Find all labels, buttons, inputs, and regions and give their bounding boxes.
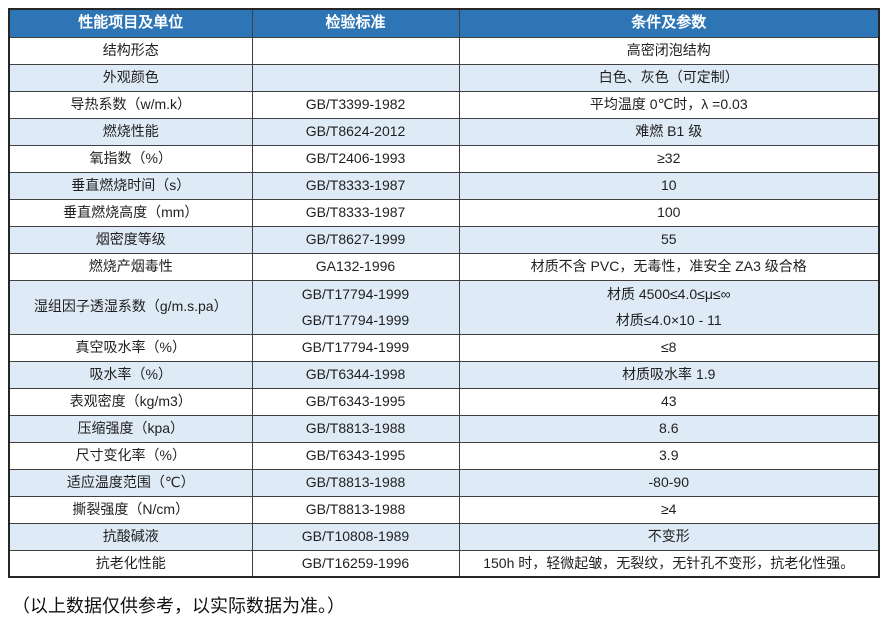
table-row: 真空吸水率（%） GB/T17794-1999 ≤8	[8, 333, 880, 362]
value-cell: 3.9	[458, 441, 880, 470]
standard-cell: GB/T3399-1982	[251, 90, 460, 119]
row-label-cell: 适应温度范围（℃）	[8, 468, 253, 497]
table-row: 撕裂强度（N/cm） GB/T8813-1988 ≥4	[8, 495, 880, 524]
row-label-cell: 压缩强度（kpa）	[8, 414, 253, 443]
row-label-cell: 尺寸变化率（%）	[8, 441, 253, 470]
table-row: 适应温度范围（℃） GB/T8813-1988 -80-90	[8, 468, 880, 497]
table-row: 燃烧性能 GB/T8624-2012 难燃 B1 级	[8, 117, 880, 146]
row-label-cell: 垂直燃烧时间（s）	[8, 171, 253, 200]
row-label-cell: 烟密度等级	[8, 225, 253, 254]
standard-cell: GB/T8813-1988	[251, 468, 460, 497]
value-cell: 不变形	[458, 522, 880, 551]
row-label-cell: 撕裂强度（N/cm）	[8, 495, 253, 524]
value-cell: 8.6	[458, 414, 880, 443]
standard-cell: GB/T8333-1987	[251, 171, 460, 200]
table-row: 压缩强度（kpa） GB/T8813-1988 8.6	[8, 414, 880, 443]
value-cell: ≤8	[458, 333, 880, 362]
row-label-cell: 表观密度（kg/m3）	[8, 387, 253, 416]
value-cell: 材质不含 PVC，无毒性，准安全 ZA3 级合格	[458, 252, 880, 281]
row-label-cell: 氧指数（%）	[8, 144, 253, 173]
value-cell: 43	[458, 387, 880, 416]
table-row: 外观颜色 白色、灰色（可定制）	[8, 63, 880, 92]
standard-cell: GB/T6343-1995	[251, 441, 460, 470]
value-cell: ≥4	[458, 495, 880, 524]
table-row: 烟密度等级 GB/T8627-1999 55	[8, 225, 880, 254]
table-body: 结构形态 高密闭泡结构 外观颜色 白色、灰色（可定制） 导热系数（w/m.k） GB/T3…	[8, 36, 880, 578]
column-header-parameters: 条件及参数	[458, 8, 880, 38]
row-label-cell: 抗酸碱液	[8, 522, 253, 551]
row-label-cell: 结构形态	[8, 36, 253, 65]
value-cell: -80-90	[458, 468, 880, 497]
column-header-standard: 检验标准	[251, 8, 460, 38]
row-label-cell: 燃烧产烟毒性	[8, 252, 253, 281]
row-label-cell: 湿组因子透湿系数（g/m.s.pa）	[8, 279, 253, 335]
footnote: （以上数据仅供参考，以实际数据为准。）	[12, 596, 345, 616]
spec-table: 性能项目及单位 检验标准 条件及参数 结构形态 高密闭泡结构外观颜色 白色、灰色（可…	[8, 8, 880, 578]
table-row: 尺寸变化率（%） GB/T6343-1995 3.9	[8, 441, 880, 470]
table-row: 结构形态 高密闭泡结构	[8, 36, 880, 65]
value-cell: 100	[458, 198, 880, 227]
table-header-row: 性能项目及单位 检验标准 条件及参数	[8, 8, 880, 38]
standard-cell: GB/T16259-1996	[251, 549, 460, 578]
value-cell: 材质 4500≤4.0≤μ≤∞ 材质≤4.0×10 - 11	[458, 279, 880, 335]
row-label-cell: 燃烧性能	[8, 117, 253, 146]
standard-cell	[251, 36, 460, 65]
standard-cell: GB/T8333-1987	[251, 198, 460, 227]
table-row: 垂直燃烧高度（mm） GB/T8333-1987 100	[8, 198, 880, 227]
standard-cell: GB/T17794-1999 GB/T17794-1999	[251, 279, 460, 335]
value-cell: 平均温度 0℃时，λ =0.03	[458, 90, 880, 119]
table-row: 导热系数（w/m.k） GB/T3399-1982 平均温度 0℃时，λ =0.03	[8, 90, 880, 119]
table-row: 吸水率（%） GB/T6344-1998 材质吸水率 1.9	[8, 360, 880, 389]
standard-cell: GB/T10808-1989	[251, 522, 460, 551]
row-label-cell: 垂直燃烧高度（mm）	[8, 198, 253, 227]
table-row: 抗老化性能 GB/T16259-1996 150h 时，轻微起皱，无裂纹，无针孔不变…	[8, 549, 880, 578]
standard-cell: GB/T8813-1988	[251, 414, 460, 443]
column-header-property: 性能项目及单位	[8, 8, 253, 38]
standard-cell: GB/T8624-2012	[251, 117, 460, 146]
row-label-cell: 外观颜色	[8, 63, 253, 92]
table-row: 表观密度（kg/m3） GB/T6343-1995 43	[8, 387, 880, 416]
standard-cell: GB/T6343-1995	[251, 387, 460, 416]
table-row: 抗酸碱液 GB/T10808-1989 不变形	[8, 522, 880, 551]
value-cell: 难燃 B1 级	[458, 117, 880, 146]
row-label-cell: 真空吸水率（%）	[8, 333, 253, 362]
value-cell: 材质吸水率 1.9	[458, 360, 880, 389]
table-row: 氧指数（%） GB/T2406-1993 ≥32	[8, 144, 880, 173]
table-row: 燃烧产烟毒性 GA132-1996 材质不含 PVC，无毒性，准安全 ZA3 级合格	[8, 252, 880, 281]
value-cell: 白色、灰色（可定制）	[458, 63, 880, 92]
table-row: 湿组因子透湿系数（g/m.s.pa） GB/T17794-1999 GB/T1779…	[8, 279, 880, 335]
row-label-cell: 导热系数（w/m.k）	[8, 90, 253, 119]
table-row: 垂直燃烧时间（s） GB/T8333-1987 10	[8, 171, 880, 200]
row-label-cell: 抗老化性能	[8, 549, 253, 578]
value-cell: ≥32	[458, 144, 880, 173]
standard-cell: GB/T17794-1999	[251, 333, 460, 362]
standard-cell: GB/T8813-1988	[251, 495, 460, 524]
value-cell: 高密闭泡结构	[458, 36, 880, 65]
row-label-cell: 吸水率（%）	[8, 360, 253, 389]
standard-cell	[251, 63, 460, 92]
value-cell: 10	[458, 171, 880, 200]
standard-cell: GB/T6344-1998	[251, 360, 460, 389]
standard-cell: GB/T8627-1999	[251, 225, 460, 254]
value-cell: 55	[458, 225, 880, 254]
standard-cell: GB/T2406-1993	[251, 144, 460, 173]
standard-cell: GA132-1996	[251, 252, 460, 281]
value-cell: 150h 时，轻微起皱，无裂纹，无针孔不变形，抗老化性强。	[458, 549, 880, 578]
